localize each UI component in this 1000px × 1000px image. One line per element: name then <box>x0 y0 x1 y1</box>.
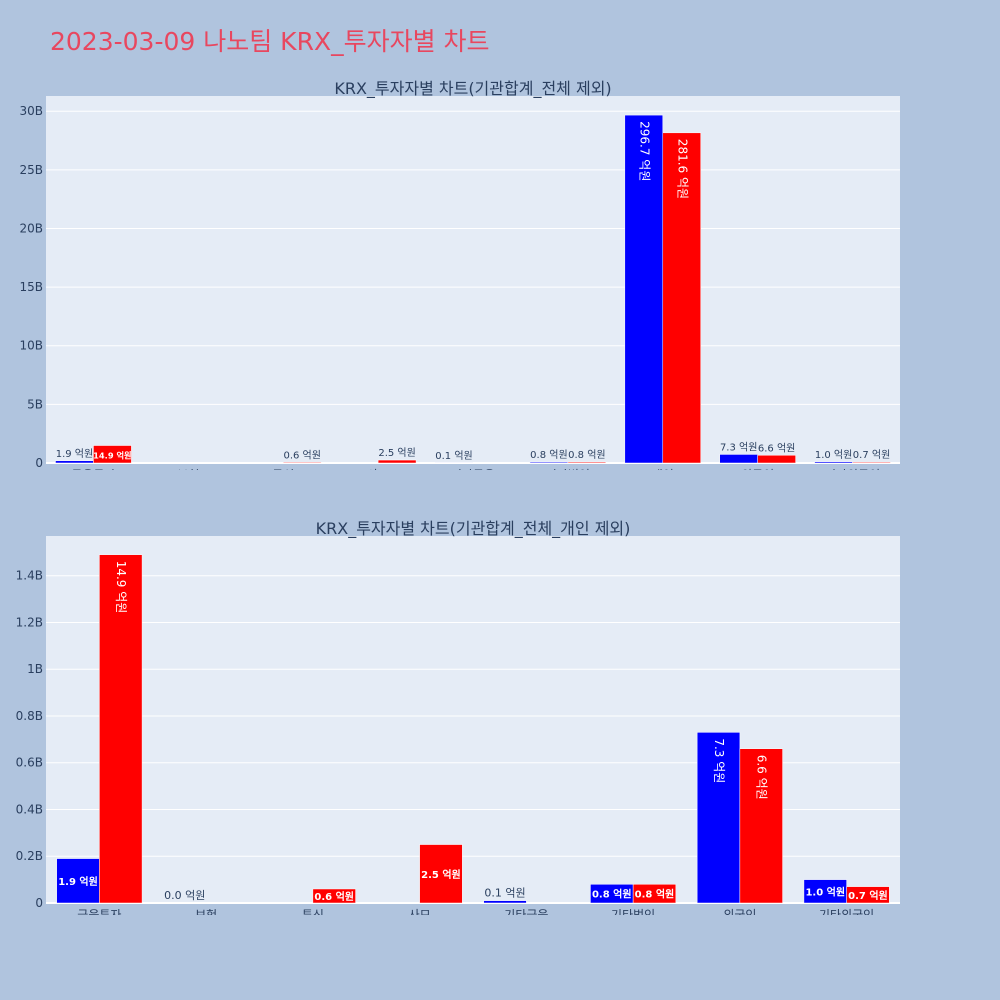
x-tick-label: 보험 <box>195 908 217 915</box>
y-tick-label: 0.6B <box>16 756 43 770</box>
y-tick-label: 10B <box>19 339 43 353</box>
data-label: 0.6 억원 <box>314 890 354 903</box>
data-label: 7.3 억원 <box>712 738 726 783</box>
y-tick-label: 15B <box>19 280 43 294</box>
bar <box>662 132 701 464</box>
data-label: 0.7 억원 <box>853 449 890 461</box>
bar <box>719 454 758 464</box>
data-label: 14.9 억원 <box>93 450 131 460</box>
data-label: 1.0 억원 <box>815 449 852 461</box>
data-label: 281.6 억원 <box>675 139 689 199</box>
x-tick-label: 보험 <box>177 468 199 470</box>
y-tick-label: 30B <box>19 104 43 118</box>
bar <box>846 886 890 904</box>
x-tick-label: 투신 <box>272 468 294 470</box>
bar <box>483 900 527 904</box>
y-tick-label: 20B <box>19 221 43 235</box>
data-label: 7.3 억원 <box>720 441 757 453</box>
x-tick-label: 외국인 <box>723 908 756 915</box>
data-label: 0.8 억원 <box>530 449 567 461</box>
y-tick-label: 1.4B <box>16 569 43 583</box>
page-title: 2023-03-09 나노팀 KRX_투자자별 차트 <box>50 27 490 56</box>
data-label: 6.6 억원 <box>758 442 795 454</box>
data-label: 0.0 억원 <box>164 889 205 902</box>
bar <box>419 844 463 904</box>
bar <box>99 554 143 904</box>
bar <box>56 858 100 904</box>
data-label: 2.5 억원 <box>421 868 461 881</box>
x-tick-label: 개인 <box>652 468 674 470</box>
bar <box>377 459 417 464</box>
chart-title: KRX_투자자별 차트(기관합계_전체 제외) <box>334 79 611 99</box>
y-tick-label: 25B <box>19 163 43 177</box>
bar <box>814 461 853 464</box>
x-tick-label: 기타외국인 <box>825 468 880 470</box>
y-tick-label: 0 <box>35 456 43 470</box>
data-label: 1.9 억원 <box>58 875 98 888</box>
data-label: 0.8 억원 <box>568 449 605 461</box>
x-tick-label: 기타법인 <box>611 908 655 915</box>
y-tick-label: 0.4B <box>16 802 43 816</box>
data-label: 0.1 억원 <box>435 450 472 462</box>
x-tick-label: 기타금융 <box>504 908 548 915</box>
bar <box>632 884 677 904</box>
data-label: 0.6 억원 <box>283 449 320 461</box>
x-tick-label: 금융투자 <box>71 468 115 470</box>
bar-chart-top: KRX_투자자별 차트(기관합계_전체 제외) 0 5B 10B 15B 20B 25B 30… <box>19 79 900 470</box>
bar <box>55 460 94 464</box>
data-label: 1.9 억원 <box>56 448 93 460</box>
y-tick-label: 1B <box>27 662 43 676</box>
x-tick-label: 사모 <box>409 908 431 915</box>
data-label: 14.9 억원 <box>114 561 128 614</box>
bar <box>529 461 569 464</box>
x-tick-label: 투신 <box>302 908 324 915</box>
chart-title: KRX_투자자별 차트(기관합계_전체_개인 제외) <box>316 519 631 539</box>
plot-area <box>46 96 900 463</box>
bar <box>312 888 356 904</box>
y-tick-label: 5B <box>27 397 43 411</box>
data-label: 0.8 억원 <box>635 888 675 901</box>
bar <box>93 445 132 464</box>
data-label: 0.8 억원 <box>592 888 632 901</box>
bar <box>696 732 741 904</box>
data-label: 6.6 억원 <box>755 755 769 800</box>
bar <box>757 455 796 464</box>
bar-chart-bottom: KRX_투자자별 차트(기관합계_전체_개인 제외) 0 0.2B 0.4B 0.6B 0… <box>16 519 900 915</box>
bar <box>739 748 783 904</box>
bar <box>624 114 664 464</box>
x-tick-label: 기타외국인 <box>819 908 874 915</box>
x-tick-label: 사모 <box>367 468 389 470</box>
y-tick-label: 0.2B <box>16 849 43 863</box>
data-label: 2.5 억원 <box>378 447 415 459</box>
data-label: 0.1 억원 <box>484 887 525 900</box>
x-tick-label: 기타법인 <box>546 468 590 470</box>
y-tick-label: 1.2B <box>16 615 43 629</box>
bar <box>852 461 891 464</box>
y-tick-label: 0 <box>35 896 43 910</box>
bar <box>282 462 322 464</box>
data-label: 0.7 억원 <box>848 889 888 902</box>
x-tick-label: 금융투자 <box>77 908 121 915</box>
x-tick-label: 기타금융 <box>451 468 495 470</box>
data-label: 296.7 억원 <box>637 121 651 181</box>
x-tick-label: 외국인 <box>741 468 774 470</box>
data-label: 1.0 억원 <box>805 885 845 898</box>
bar <box>567 461 607 464</box>
y-tick-label: 0.8B <box>16 709 43 723</box>
